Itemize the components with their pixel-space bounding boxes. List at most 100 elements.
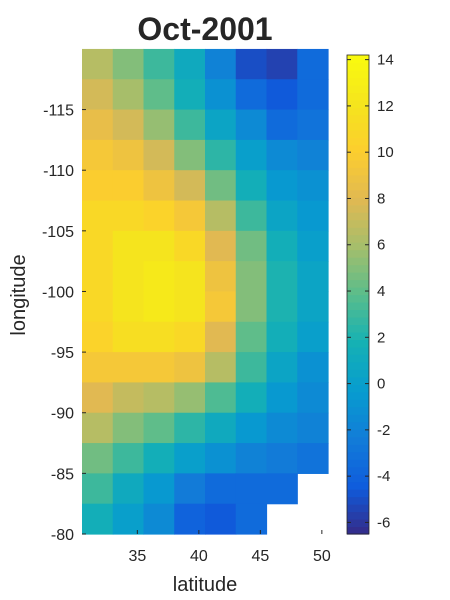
colorbar-segment — [347, 204, 369, 213]
heatmap-cell — [143, 200, 175, 232]
heatmap-cell — [235, 412, 268, 444]
colorbar-tick-label: 0 — [377, 376, 385, 393]
heatmap-cell — [205, 109, 237, 141]
heatmap-cell — [297, 79, 329, 111]
colorbar-segment — [347, 339, 369, 348]
heatmap-cell — [266, 170, 298, 202]
colorbar-segment — [347, 159, 369, 168]
heatmap-cell — [297, 321, 329, 353]
heatmap-cell — [235, 443, 268, 474]
colorbar-segment — [347, 331, 369, 340]
y-tick-label: -85 — [51, 466, 74, 483]
colorbar-segment — [347, 316, 369, 326]
heatmap-cell — [82, 48, 114, 80]
heatmap-cell — [174, 170, 206, 202]
heatmap-cell — [82, 503, 114, 535]
colorbar-segment — [347, 519, 369, 528]
heatmap-cell — [82, 412, 114, 444]
colorbar-segment — [347, 279, 369, 288]
colorbar-segment — [347, 489, 369, 498]
colorbar-segment — [347, 174, 369, 183]
heatmap-cell — [82, 352, 114, 384]
colorbar-frame — [346, 54, 370, 535]
heatmap-cell — [143, 352, 175, 384]
y-tick-label: -90 — [51, 406, 74, 423]
colorbar-segment — [347, 287, 369, 296]
colorbar-tick-label: -6 — [377, 514, 390, 531]
heatmap-cell — [235, 139, 268, 171]
heatmap-cell — [112, 291, 145, 323]
heatmap-cell — [112, 139, 145, 171]
colorbar-segment — [347, 212, 369, 221]
colorbar-tick-label: 4 — [377, 283, 385, 300]
heatmap-cell — [143, 412, 175, 444]
x-tick-label: 40 — [190, 548, 208, 565]
colorbar-segment — [347, 399, 369, 408]
colorbar-segment — [347, 62, 369, 71]
heatmap-cell — [174, 321, 206, 353]
colorbar-segment — [347, 122, 369, 131]
heatmap-cell — [297, 170, 329, 202]
heatmap-cell — [266, 139, 298, 171]
y-tick-label: -95 — [51, 345, 74, 362]
heatmap-cell — [205, 412, 237, 444]
colorbar-segment — [347, 309, 369, 318]
heatmap-cell — [266, 382, 298, 414]
colorbar-segment — [347, 55, 369, 64]
colorbar-segment — [347, 504, 369, 513]
colorbar-segment — [347, 459, 369, 468]
heatmap-cell — [143, 48, 175, 80]
heatmap-cell — [174, 48, 206, 80]
heatmap-cell — [297, 291, 329, 323]
heatmap-cell — [266, 200, 298, 232]
colorbar-segment — [347, 77, 369, 86]
colorbar-segment — [347, 137, 369, 146]
heatmap-cell — [205, 230, 237, 262]
heatmap-cell — [112, 503, 145, 535]
colorbar: -6 -4 -2 0 2 4 6 8 10 12 14 — [346, 52, 394, 535]
colorbar-segment — [347, 257, 369, 266]
heatmap-cell — [174, 412, 206, 444]
heatmap-cell — [297, 443, 329, 474]
heatmap-cell — [297, 139, 329, 171]
colorbar-segment — [347, 182, 369, 191]
heatmap-cell — [82, 261, 114, 293]
colorbar-segment — [347, 99, 369, 108]
colorbar-segment — [347, 129, 369, 138]
colorbar-segment — [347, 324, 369, 333]
heatmap-cell — [174, 503, 206, 535]
colorbar-tick-label: -4 — [377, 468, 390, 485]
heatmap-cell — [205, 382, 237, 414]
heatmap-cell — [297, 200, 329, 232]
heatmap-cell — [205, 352, 237, 384]
heatmap-cell — [235, 79, 268, 111]
heatmap-cell — [266, 291, 298, 323]
heatmap-cell — [143, 291, 175, 323]
heatmap-cell — [205, 48, 237, 80]
colorbar-segment — [347, 414, 369, 423]
heatmap-cell — [112, 230, 145, 262]
colorbar-segment — [347, 219, 369, 228]
heatmap-cell — [143, 170, 175, 202]
y-axis-label: longitude — [8, 254, 30, 335]
y-tick-label: -100 — [42, 284, 74, 301]
colorbar-segment — [347, 496, 369, 505]
heatmap-cell — [143, 473, 175, 505]
colorbar-segment — [347, 384, 369, 393]
heatmap-cell — [266, 443, 298, 474]
heatmap-cell — [112, 261, 145, 293]
colorbar-tick-label: 6 — [377, 237, 385, 254]
colorbar-segment — [347, 144, 369, 153]
heatmap-cell — [174, 230, 206, 262]
heatmap-cell — [112, 473, 145, 505]
colorbar-segment — [347, 272, 369, 281]
heatmap-cell — [266, 412, 298, 444]
heatmap-cell — [205, 291, 237, 323]
heatmap-cell — [205, 200, 237, 232]
heatmap-cell — [266, 48, 298, 80]
heatmap-cell — [266, 261, 298, 293]
heatmap-cell — [143, 321, 175, 353]
colorbar-segment — [347, 264, 369, 273]
colorbar-segment — [347, 466, 369, 475]
heatmap-cell — [82, 443, 114, 474]
